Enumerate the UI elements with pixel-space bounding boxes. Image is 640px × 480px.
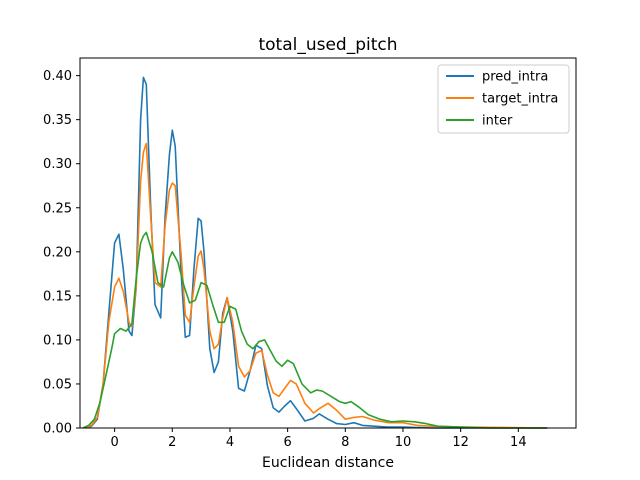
y-tick-label: 0.40 bbox=[43, 69, 72, 84]
x-tick-label: 8 bbox=[341, 435, 349, 450]
series-line-inter bbox=[82, 231, 548, 429]
x-tick-label: 10 bbox=[395, 435, 412, 450]
y-tick-label: 0.35 bbox=[43, 113, 72, 128]
legend-label: inter bbox=[482, 114, 513, 129]
x-axis-ticks: 0 2 4 6 8 10 12 14 bbox=[110, 428, 527, 450]
x-tick-label: 2 bbox=[168, 435, 176, 450]
x-tick-label: 12 bbox=[452, 435, 469, 450]
x-tick-label: 4 bbox=[226, 435, 234, 450]
y-tick-label: 0.00 bbox=[43, 422, 72, 437]
chart-title: total_used_pitch bbox=[258, 35, 397, 55]
legend-box bbox=[437, 64, 570, 134]
y-tick-label: 0.30 bbox=[43, 157, 72, 172]
x-tick-label: 14 bbox=[510, 435, 527, 450]
y-tick-label: 0.20 bbox=[43, 245, 72, 260]
y-axis-ticks: 0.00 0.05 0.10 0.15 0.20 0.25 0.30 0.35 0.40 bbox=[43, 69, 80, 437]
y-tick-label: 0.25 bbox=[43, 201, 72, 216]
legend-label: pred_intra bbox=[482, 70, 548, 85]
axes-frame bbox=[79, 57, 577, 429]
x-tick-label: 6 bbox=[283, 435, 291, 450]
y-tick-label: 0.05 bbox=[43, 377, 72, 392]
x-tick-label: 0 bbox=[110, 435, 118, 450]
y-tick-label: 0.10 bbox=[43, 333, 72, 348]
series-layer bbox=[82, 76, 548, 429]
x-axis-label: Euclidean distance bbox=[262, 455, 394, 471]
y-tick-label: 0.15 bbox=[43, 289, 72, 304]
legend-label: target_intra bbox=[482, 92, 558, 107]
